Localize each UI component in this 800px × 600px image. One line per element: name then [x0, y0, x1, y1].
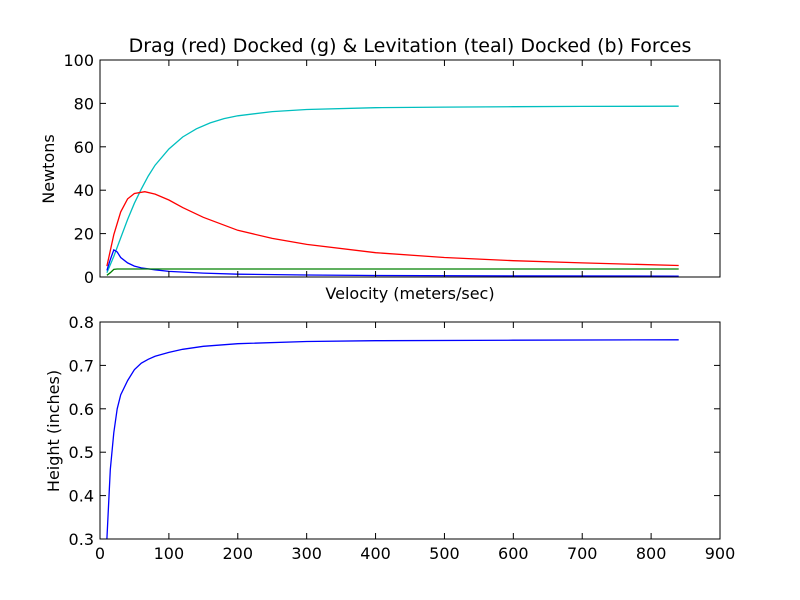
bottom-chart-frame: [99, 321, 721, 540]
top-chart-series-line-1: [106, 191, 679, 267]
bottom-chart-xtick-label: 200: [223, 544, 254, 563]
top-chart-ytick-label: 100: [63, 51, 94, 70]
top-chart-ytick-label: 80: [74, 94, 94, 113]
top-chart-series-line-0: [106, 105, 679, 273]
top-chart-ytick-label: 20: [74, 225, 94, 244]
bottom-chart-xtick-label: 900: [705, 544, 736, 563]
top-chart-ytick-label: 0: [84, 268, 94, 287]
top-chart-series-group: [106, 105, 679, 277]
bottom-chart-series-line-0: [106, 339, 679, 540]
bottom-chart-xtick-label: 400: [360, 544, 391, 563]
top-chart-xlabel: Velocity (meters/sec): [325, 284, 494, 303]
bottom-chart-ytick-label: 0.5: [69, 443, 94, 462]
top-chart-frame: [99, 59, 721, 278]
bottom-chart-series-group: [106, 339, 679, 540]
bottom-chart-xtick-label: 100: [154, 544, 185, 563]
bottom-chart-ytick-label: 0.6: [69, 400, 94, 419]
bottom-chart-ticks-group: 0.3 0.4 0.5 0.6 0.7 0.8 0 100 200 300 400 500 600 700…: [69, 313, 736, 563]
bottom-chart-ytick-label: 0.4: [69, 487, 94, 506]
top-chart-series-line-3: [106, 268, 679, 276]
top-chart-ylabel: Newtons: [39, 134, 58, 203]
bottom-chart-xtick-label: 500: [429, 544, 460, 563]
top-chart-ytick-label: 60: [74, 138, 94, 157]
bottom-chart-ytick-label: 0.8: [69, 313, 94, 332]
bottom-chart-ytick-label: 0.3: [69, 530, 94, 549]
bottom-chart: Height (inches) 0.3 0.4 0.5 0.6 0.7 0.8 0 100 20…: [44, 313, 735, 563]
bottom-chart-xtick-label: 700: [567, 544, 598, 563]
bottom-chart-xtick-label: 300: [291, 544, 322, 563]
bottom-chart-ytick-label: 0.7: [69, 356, 94, 375]
bottom-chart-ylabel: Height (inches): [44, 370, 63, 492]
bottom-chart-xtick-label: 600: [498, 544, 529, 563]
top-chart-title: Drag (red) Docked (g) & Levitation (teal…: [129, 35, 692, 57]
top-chart: Drag (red) Docked (g) & Levitation (teal…: [39, 35, 721, 303]
top-chart-ytick-label: 40: [74, 181, 94, 200]
bottom-chart-xtick-label: 800: [636, 544, 667, 563]
bottom-chart-xtick-label: 0: [95, 544, 105, 563]
